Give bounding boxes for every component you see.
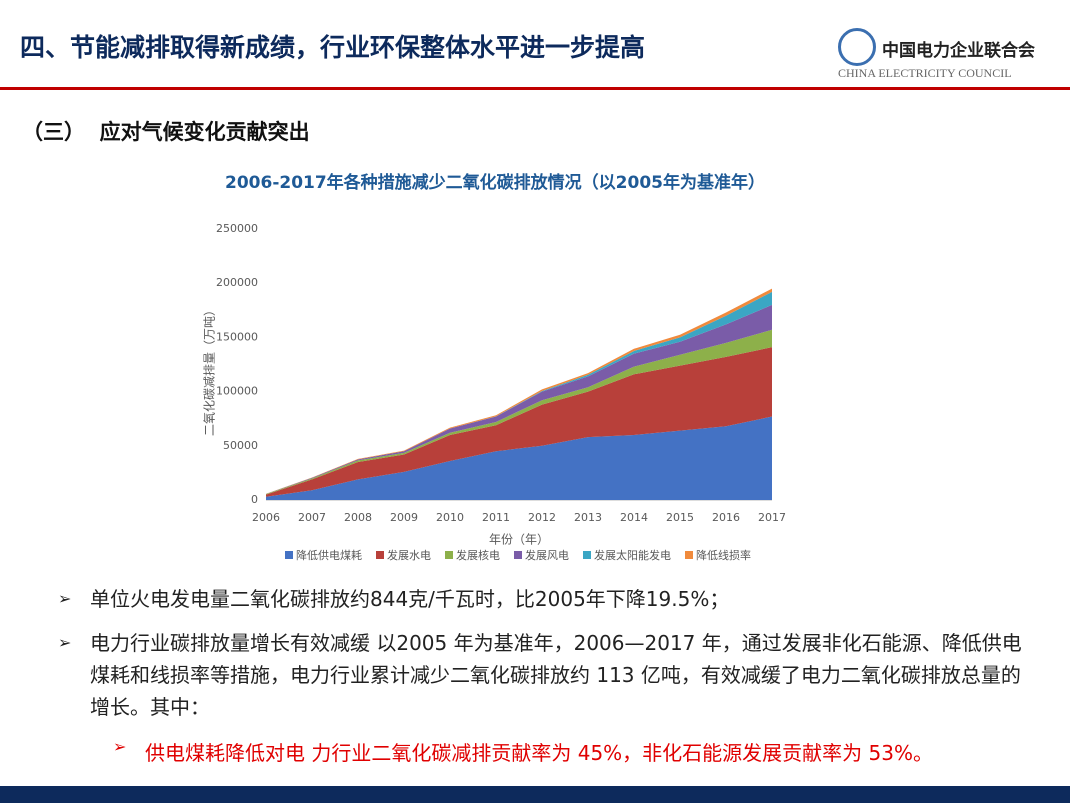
footer-bar (0, 786, 1070, 803)
slide-title: 四、节能减排取得新成绩，行业环保整体水平进一步提高 (20, 33, 646, 62)
y-tick-label: 200000 (216, 276, 258, 289)
legend-swatch (285, 551, 293, 559)
y-tick-label: 100000 (216, 385, 258, 398)
x-tick-label: 2010 (436, 511, 464, 524)
chart: 2006-2017年各种措施减少二氧化碳排放情况（以2005年为基准年） 二氧化… (203, 172, 787, 562)
x-axis-label: 年份（年） (489, 533, 549, 547)
org-name: 中国电力企业联合会 (882, 41, 1035, 61)
sub-bullet: 供电煤耗降低对电 力行业二氧化碳减排贡献率为 45%，非化石能源发展贡献率为 5… (113, 737, 1065, 766)
area (266, 329, 772, 495)
area (266, 416, 772, 500)
bullet: 单位火电发电量二氧化碳排放约844克/千瓦时，比2005年下降19.5%； (58, 583, 1040, 615)
y-tick-label: 0 (251, 493, 258, 506)
legend-label: 降低供电煤耗 (296, 548, 362, 562)
x-tick-label: 2007 (298, 511, 326, 524)
legend-label: 发展水电 (387, 548, 431, 562)
bullet: 电力行业碳排放量增长有效减缓 以2005 年为基准年，2006—2017 年，通… (58, 627, 1040, 723)
y-axis-label: 二氧化碳减排量（万吨） (203, 304, 217, 436)
x-tick-label: 2011 (482, 511, 510, 524)
x-tick-label: 2017 (758, 511, 786, 524)
legend-swatch (685, 551, 693, 559)
section-title: （三） 应对气候变化贡献突出 (22, 120, 310, 144)
x-tick-label: 2009 (390, 511, 418, 524)
x-tick-label: 2012 (528, 511, 556, 524)
x-tick-label: 2014 (620, 511, 648, 524)
legend-swatch (376, 551, 384, 559)
legend-swatch (514, 551, 522, 559)
y-tick-label: 250000 (216, 222, 258, 235)
legend-swatch (583, 551, 591, 559)
legend-label: 发展核电 (456, 548, 500, 562)
logo (838, 28, 876, 66)
x-tick-label: 2015 (666, 511, 694, 524)
x-tick-label: 2008 (344, 511, 372, 524)
y-tick-label: 150000 (216, 330, 258, 343)
x-tick-label: 2016 (712, 511, 740, 524)
area (266, 304, 772, 495)
legend-label: 发展太阳能发电 (594, 548, 671, 562)
legend-label: 发展风电 (525, 548, 569, 562)
legend-swatch (445, 551, 453, 559)
org-name-en: CHINA ELECTRICITY COUNCIL (838, 66, 1012, 80)
x-tick-label: 2013 (574, 511, 602, 524)
chart-title: 2006-2017年各种措施减少二氧化碳排放情况（以2005年为基准年） (225, 172, 765, 193)
y-tick-label: 50000 (223, 439, 258, 452)
x-tick-label: 2006 (252, 511, 280, 524)
legend-label: 降低线损率 (696, 548, 751, 562)
area (266, 347, 772, 497)
header-rule (0, 87, 1070, 90)
